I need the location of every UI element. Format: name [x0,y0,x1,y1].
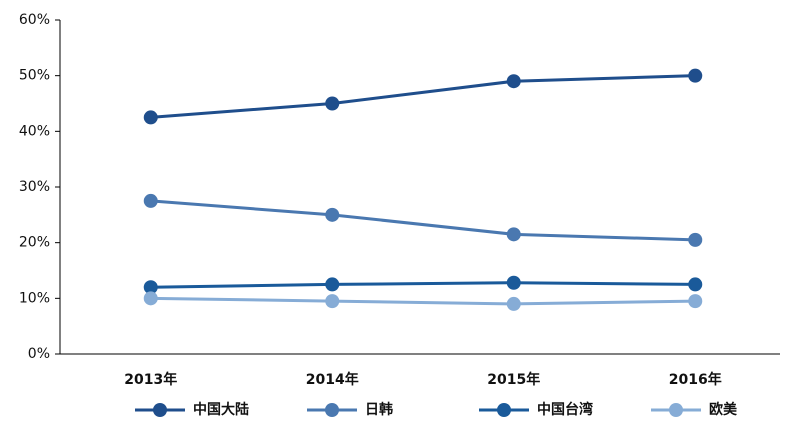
y-tick-label: 0% [28,346,50,362]
data-point [688,68,703,83]
legend-marker [153,403,167,417]
y-tick-label: 60% [19,12,50,28]
data-point [143,110,158,125]
series-line [150,281,696,289]
data-point [506,227,521,242]
data-point [506,296,521,311]
legend-marker [497,403,511,417]
data-point [688,277,703,292]
data-point [506,275,521,290]
data-point [688,294,703,309]
legend-label: 欧美 [709,401,738,418]
data-point [506,74,521,89]
x-tick-label: 2014年 [306,371,359,388]
series-line [150,296,696,306]
y-tick-label: 50% [19,68,50,84]
legend-marker [325,403,339,417]
data-point [325,294,340,309]
series-line [150,74,696,119]
legend-label: 中国大陆 [193,401,249,418]
data-point [143,193,158,208]
data-point [688,232,703,247]
data-point [325,96,340,111]
y-tick-label: 10% [19,290,50,306]
x-tick-label: 2013年 [124,371,177,388]
legend-marker [669,403,683,417]
y-tick-label: 40% [19,123,50,139]
data-point [325,207,340,222]
series-line [150,199,696,242]
legend-label: 日韩 [365,401,393,418]
data-point [143,291,158,306]
data-point [143,280,158,295]
x-tick-label: 2015年 [487,371,540,388]
x-tick-label: 2016年 [669,371,722,388]
data-point [325,277,340,292]
y-tick-label: 30% [19,179,50,195]
y-tick-label: 20% [19,235,50,251]
legend-label: 中国台湾 [537,401,593,418]
